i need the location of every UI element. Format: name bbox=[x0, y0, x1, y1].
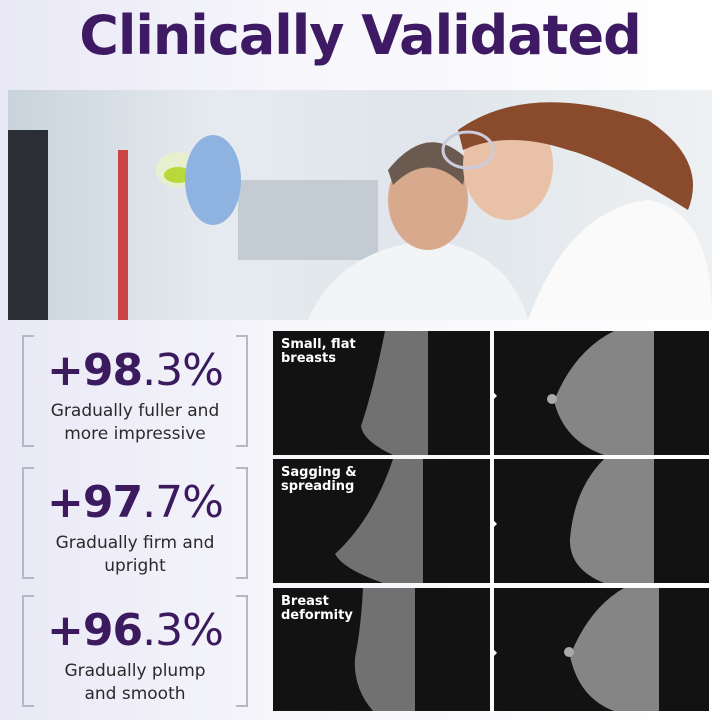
stat-value-int: +97 bbox=[47, 477, 143, 528]
scan-after: ➡ bbox=[494, 331, 709, 455]
stat-desc-line: more impressive bbox=[64, 424, 206, 444]
stat-percentage: +97.7% bbox=[22, 477, 248, 528]
arrow-right-icon: ➡ bbox=[494, 386, 497, 405]
bracket-right bbox=[236, 467, 248, 579]
stat-description: Gradually plump and smooth bbox=[22, 660, 248, 706]
stat-firm: +97.7% Gradually firm and upright bbox=[22, 467, 248, 579]
arrow-right-icon: ➡ bbox=[494, 514, 497, 533]
stat-desc-line: upright bbox=[104, 556, 166, 576]
arrow-right-icon: ➡ bbox=[494, 643, 497, 662]
stat-percentage: +98.3% bbox=[22, 345, 248, 396]
bracket-left bbox=[22, 335, 34, 447]
bracket-right bbox=[236, 335, 248, 447]
stat-plump: +96.3% Gradually plump and smooth bbox=[22, 595, 248, 707]
lab-scientists-photo bbox=[8, 90, 712, 320]
scan-before: Sagging & spreading bbox=[273, 459, 490, 583]
scan-after: ➡ bbox=[494, 588, 709, 711]
stat-description: Gradually firm and upright bbox=[22, 532, 248, 578]
stat-desc-line: Gradually firm and bbox=[55, 533, 215, 553]
stat-value-dec: .3% bbox=[142, 345, 224, 396]
scan-after: ➡ bbox=[494, 459, 709, 583]
page-title: Clinically Validated bbox=[79, 4, 642, 67]
stat-value-dec: .3% bbox=[142, 605, 224, 656]
stat-percentage: +96.3% bbox=[22, 605, 248, 656]
scan-before: Breast deformity bbox=[273, 588, 490, 711]
bracket-right bbox=[236, 595, 248, 707]
stat-value-int: +98 bbox=[47, 345, 143, 396]
bracket-left bbox=[22, 467, 34, 579]
stat-description: Gradually fuller and more impressive bbox=[22, 400, 248, 446]
stat-fuller: +98.3% Gradually fuller and more impressi… bbox=[22, 335, 248, 447]
scan-before: Small, flat breasts bbox=[273, 331, 490, 455]
scan-label: Sagging & spreading bbox=[281, 465, 357, 494]
stat-desc-line: and smooth bbox=[84, 684, 186, 704]
stat-desc-line: Gradually fuller and bbox=[50, 401, 220, 421]
bracket-left bbox=[22, 595, 34, 707]
stat-desc-line: Gradually plump bbox=[64, 661, 206, 681]
stat-value-int: +96 bbox=[47, 605, 143, 656]
scan-label: Small, flat breasts bbox=[281, 337, 356, 366]
stat-value-dec: .7% bbox=[142, 477, 224, 528]
scan-label: Breast deformity bbox=[281, 594, 353, 623]
